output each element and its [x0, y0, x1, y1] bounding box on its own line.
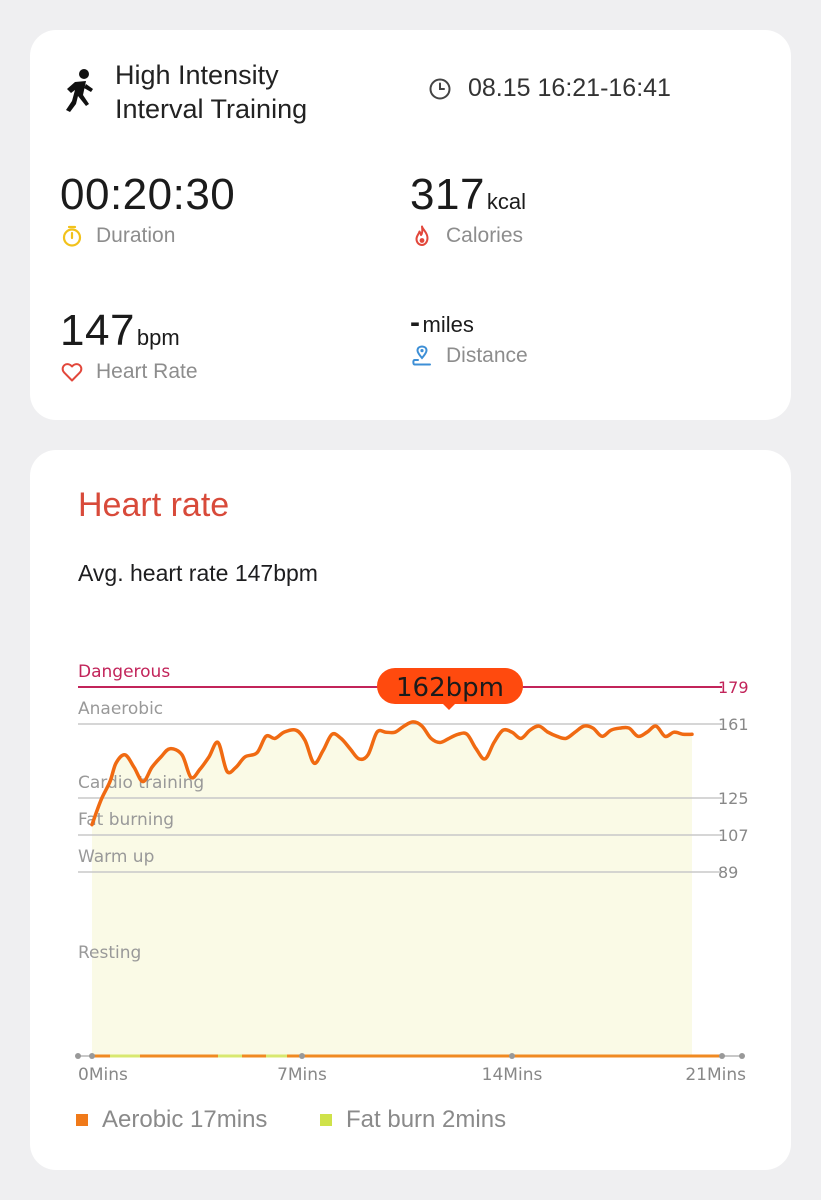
heart-rate-value: 147 — [60, 306, 135, 355]
legend-fat-burn-swatch — [320, 1114, 332, 1126]
flame-icon — [415, 225, 429, 246]
heart-rate-card: Heart rate Avg. heart rate 147bpm Danger… — [30, 450, 791, 1170]
heart-rate-line — [90, 720, 694, 827]
duration-stat: 00:20:30 Duration — [60, 170, 235, 248]
workout-title: High Intensity Interval Training — [115, 58, 307, 126]
workout-summary-card: High Intensity Interval Training 08.15 1… — [30, 30, 791, 420]
legend-aerobic-label: Aerobic 17mins — [102, 1106, 268, 1133]
x-tick-dot — [89, 1053, 95, 1059]
time-range: 08.15 16:21-16:41 — [468, 74, 671, 102]
x-tick-label: 21Mins — [685, 1065, 746, 1085]
x-tick-label: 0Mins — [78, 1065, 128, 1085]
zone-value-dangerous: 179 — [718, 678, 749, 697]
zone-label-fat-burning: Fat burning — [78, 810, 174, 830]
heart-rate-area — [92, 721, 692, 1056]
x-axis-end-dot — [739, 1053, 745, 1059]
heart-rate-label: Heart Rate — [96, 360, 198, 383]
workout-title-line1: High Intensity — [115, 60, 279, 90]
zone-value-fat-burning: 107 — [718, 826, 749, 845]
distance-unit: miles — [422, 312, 474, 337]
distance-value: - — [410, 306, 421, 339]
legend-aerobic-swatch — [76, 1114, 88, 1126]
calories-unit: kcal — [486, 189, 527, 214]
heart-rate-unit: bpm — [136, 325, 180, 350]
legend-aerobic: Aerobic 17mins — [76, 1106, 267, 1134]
x-tick-label: 14Mins — [482, 1065, 543, 1085]
x-axis-start-dot — [75, 1053, 81, 1059]
workout-time: 08.15 16:21-16:41 — [428, 74, 671, 103]
heart-rate-chart: Dangerous 179 Anaerobic 161 Cardio training 1… — [75, 662, 749, 1085]
heart-rate-section-title: Heart rate — [78, 486, 230, 524]
x-tick-dot — [509, 1053, 515, 1059]
x-tick-dot — [719, 1053, 725, 1059]
running-person-icon — [66, 69, 93, 112]
peak-tooltip-bubble — [377, 667, 523, 704]
zone-label-dangerous: Dangerous — [78, 662, 170, 682]
duration-label: Duration — [96, 224, 176, 247]
calories-value: 317 — [410, 170, 485, 219]
calories-stat: 317 kcal Calories — [410, 170, 526, 248]
zone-label-anaerobic: Anaerobic — [78, 699, 163, 719]
legend-fat-burn: Fat burn 2mins — [320, 1106, 506, 1134]
legend-fat-burn-label: Fat burn 2mins — [346, 1106, 507, 1133]
zone-value-cardio-training: 125 — [718, 789, 749, 808]
average-heart-rate: Avg. heart rate 147bpm — [78, 560, 318, 586]
workout-header: High Intensity Interval Training 08.15 1… — [30, 30, 791, 160]
duration-value: 00:20:30 — [60, 170, 236, 219]
stopwatch-icon — [62, 225, 82, 247]
heart-rate-stat: 147 bpm Heart Rate — [60, 306, 198, 384]
zone-label-resting: Resting — [78, 943, 141, 963]
calories-label: Calories — [446, 224, 524, 247]
zone-value-warm-up: 89 — [718, 863, 738, 882]
peak-tooltip-text: 162bpm — [396, 673, 504, 703]
x-tick-label: 7Mins — [277, 1065, 327, 1085]
location-pin-icon — [412, 345, 431, 366]
workout-title-line2: Interval Training — [115, 94, 308, 124]
zone-value-anaerobic: 161 — [718, 715, 749, 734]
peak-tooltip-pointer — [441, 701, 457, 710]
zone-label-warm-up: Warm up — [78, 847, 154, 867]
distance-label: Distance — [446, 344, 528, 367]
zone-label-cardio-training: Cardio training — [78, 773, 204, 793]
heart-icon — [61, 363, 83, 382]
clock-icon — [429, 78, 451, 99]
distance-stat: - miles Distance — [410, 306, 528, 368]
x-tick-dot — [299, 1053, 305, 1059]
